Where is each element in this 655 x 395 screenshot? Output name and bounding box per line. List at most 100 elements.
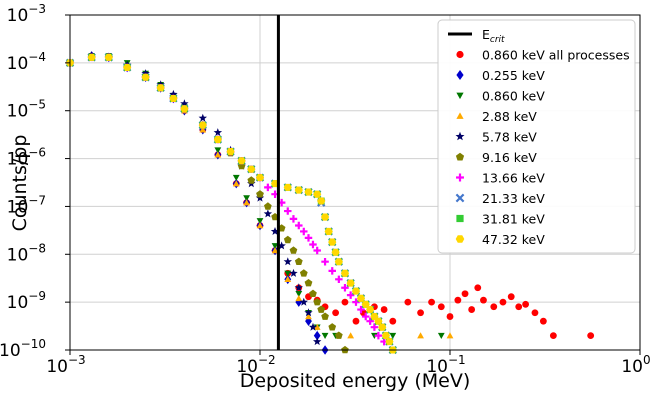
legend-label: 31.81 keV [482,212,545,227]
data-point [295,221,303,230]
data-point [446,332,454,339]
data-point [461,290,469,298]
x-tick-label: 100 [621,353,650,377]
x-axis-ticks: 10−3 10−2 10−1 100 [46,350,651,377]
data-point [334,258,343,266]
data-marks [65,51,595,355]
data-point [385,338,394,346]
data-point [289,268,298,277]
data-point [304,234,313,242]
data-point [256,218,264,225]
data-point [417,332,424,339]
legend-label: 0.255 keV [482,68,545,83]
data-point [351,287,361,295]
data-point [507,293,515,301]
data-point [374,317,383,325]
legend-box [437,19,636,254]
data-point [313,330,321,341]
legend-label: 21.33 keV [482,191,545,206]
data-point [549,332,557,339]
data-point [522,300,530,308]
data-point [295,294,303,302]
data-point [141,69,150,78]
y-axis-label: Counts/pp [9,135,31,232]
data-point [313,246,321,255]
data-point [180,105,189,113]
data-point [304,188,313,196]
data-point [340,269,349,277]
data-point [256,222,264,229]
data-point [284,207,292,215]
data-point [437,332,445,339]
data-point [366,317,374,325]
data-point [214,147,222,154]
data-point [271,243,279,250]
data-point [480,296,487,304]
data-point [289,215,298,223]
data-point [237,157,246,165]
data-point [357,305,365,314]
data-point [352,317,360,325]
data-point [361,312,370,321]
data-point [428,298,435,306]
data-point [255,193,265,202]
data-point [226,148,235,156]
data-point [180,99,189,108]
series-8 [66,54,397,354]
data-point [213,136,222,144]
legend-label: 9.16 keV [482,150,537,165]
data-point [332,309,340,317]
y-tick-label: 10−9 [7,289,46,313]
legend-label-ecrit: Ecrit [482,27,505,45]
data-point [232,180,240,187]
data-point [324,227,333,235]
y-tick-label: 10−5 [7,98,46,122]
series-5 [66,53,349,354]
data-point [295,290,303,298]
legend-marker [455,152,465,161]
legend-label: 2.88 keV [482,109,537,124]
y-tick-label: 10−4 [7,50,46,74]
data-point [446,313,454,320]
legend-marker [456,112,464,119]
data-point [255,174,265,182]
data-point [437,303,445,311]
legend-marker [456,92,464,100]
data-point [380,306,388,313]
data-point [214,151,222,158]
data-point [370,323,379,331]
legend-marker [456,214,464,223]
data-point [283,257,292,266]
data-point [283,183,292,191]
x-axis-label: Deposited energy (MeV) [240,370,471,392]
legend-marker [456,173,464,182]
series-2 [66,53,445,339]
data-point [309,240,317,249]
data-point [499,298,507,306]
data-point [305,313,312,320]
data-point [300,227,308,236]
data-point [389,317,397,325]
data-point [141,73,150,81]
legend-marker [455,193,465,203]
data-point [198,113,207,122]
data-point [321,257,329,266]
data-point [294,257,303,265]
data-point [313,323,321,330]
data-point [313,298,322,306]
data-point [305,316,312,326]
plot-frame [69,14,641,351]
data-point [370,332,378,339]
legend-marker [456,69,464,81]
y-tick-label: 10−8 [7,241,46,265]
data-point [213,128,223,137]
data-point [474,284,482,292]
data-point [289,246,298,254]
data-point [263,209,273,218]
series-7 [65,53,397,355]
data-point [328,238,337,246]
data-point [156,84,165,92]
data-point [271,247,279,254]
data-point [381,332,390,340]
data-point [389,332,397,339]
